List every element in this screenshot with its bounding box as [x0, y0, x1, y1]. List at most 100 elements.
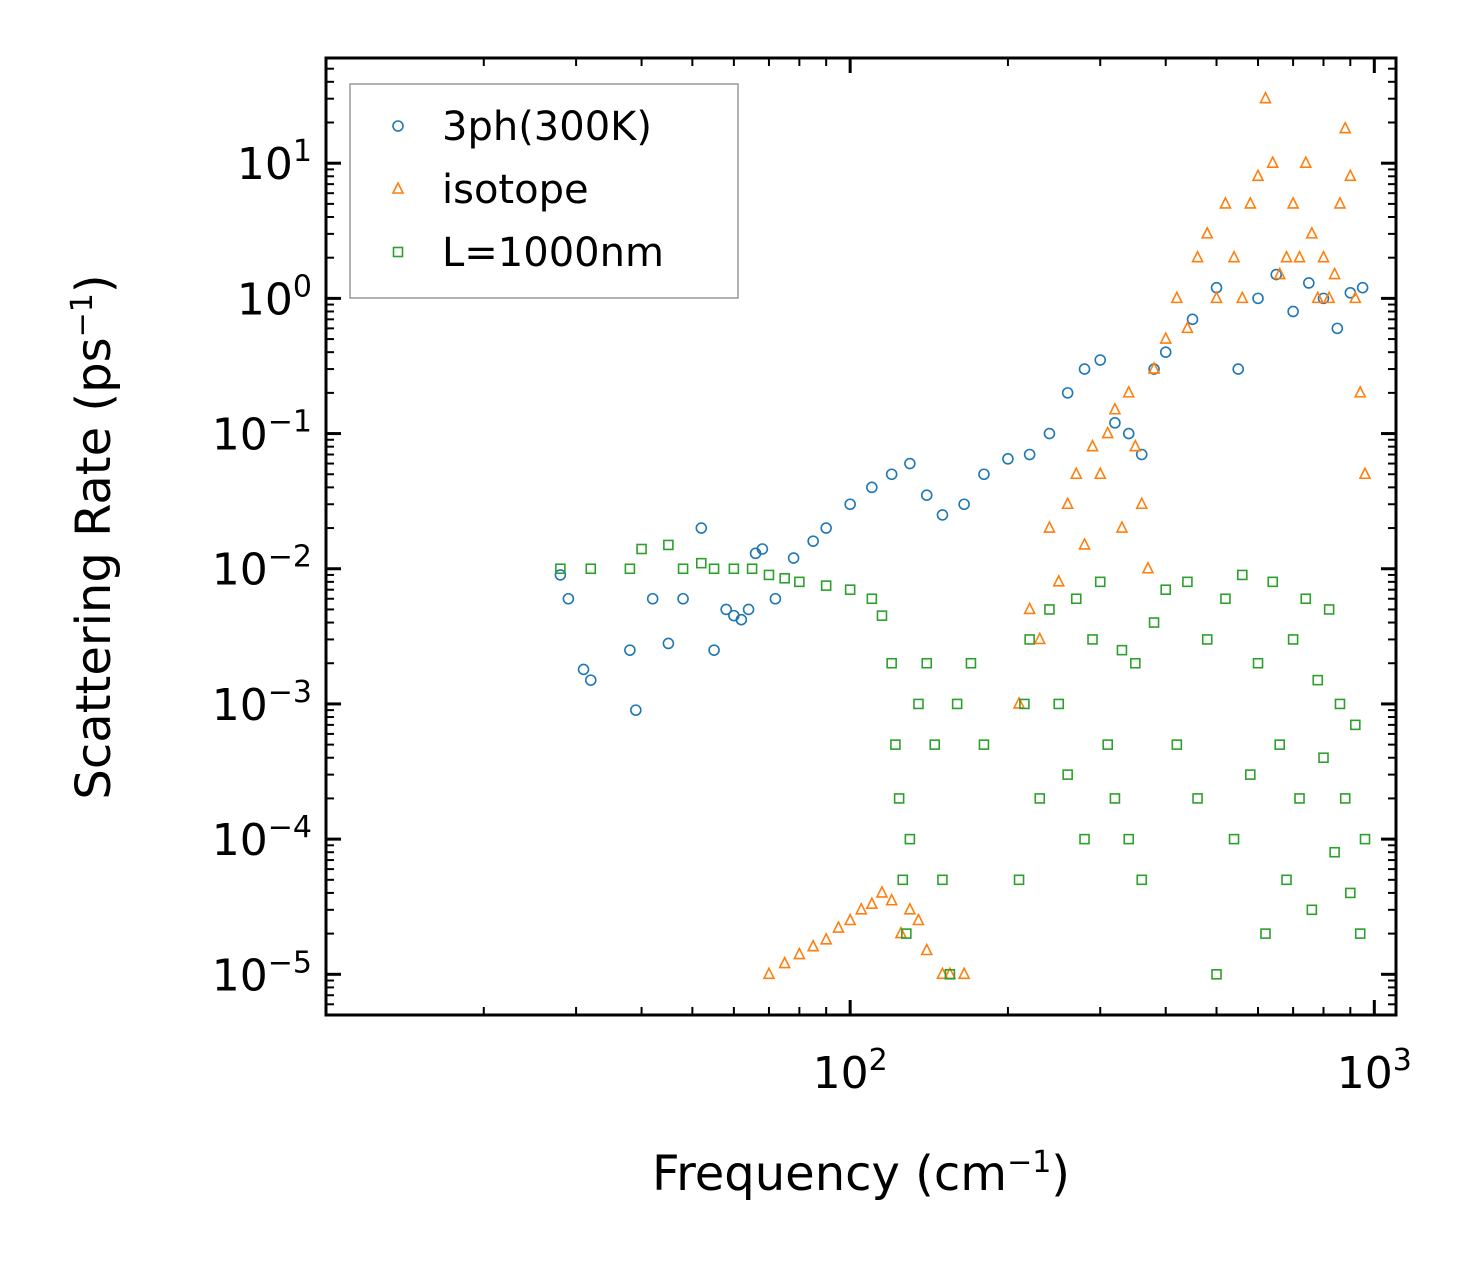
data-point: [1287, 305, 1299, 318]
x-tick-label-base: 10: [813, 1048, 869, 1099]
y-tick-label-base: 10: [212, 815, 268, 866]
data-point: [1219, 196, 1232, 209]
data-point: [1306, 904, 1318, 916]
y-tick-label-base: 10: [237, 139, 293, 190]
data-point: [1094, 354, 1107, 366]
data-point: [1109, 417, 1121, 429]
data-point: [929, 739, 941, 750]
data-point: [624, 644, 636, 656]
y-tick-label: 101: [237, 134, 312, 190]
data-point: [1273, 266, 1287, 280]
data-point: [944, 969, 956, 980]
data-point: [1115, 520, 1129, 533]
data-point: [1070, 593, 1082, 605]
data-point: [1116, 644, 1128, 656]
data-point: [904, 457, 916, 470]
data-point: [854, 902, 868, 915]
data-point: [1349, 290, 1362, 304]
y-axis-label: Scattering Rate (ps−1): [65, 274, 122, 799]
data-point: [1012, 696, 1026, 709]
data-point: [763, 569, 775, 581]
series-square: [555, 539, 1371, 980]
data-point: [1043, 427, 1056, 440]
data-point: [1034, 793, 1046, 804]
data-point: [1108, 401, 1122, 415]
data-point: [1043, 520, 1056, 533]
data-point: [793, 946, 806, 960]
data-point: [1331, 322, 1344, 335]
data-point: [1191, 249, 1204, 263]
data-point: [1200, 226, 1214, 239]
data-point: [875, 885, 889, 898]
data-point: [746, 563, 758, 575]
data-point: [1350, 719, 1361, 731]
data-point: [1148, 617, 1160, 628]
data-point: [562, 592, 575, 605]
data-point: [1087, 634, 1098, 645]
data-point: [885, 892, 898, 906]
data-point: [728, 563, 740, 575]
data-point: [1135, 448, 1148, 461]
data-point: [1237, 569, 1248, 581]
data-point: [1122, 385, 1136, 398]
data-point: [1303, 277, 1315, 289]
data-point: [1305, 226, 1319, 239]
data-point: [1317, 292, 1330, 305]
data-point: [1159, 331, 1173, 344]
x-tick-label-exp: 3: [1393, 1043, 1412, 1078]
data-point: [1211, 969, 1222, 980]
data-point: [936, 509, 949, 521]
data-point: [958, 498, 970, 511]
data-point: [1344, 168, 1357, 182]
y-tick-label: 10−2: [212, 540, 312, 596]
data-point: [890, 739, 901, 750]
data-point: [695, 557, 707, 569]
data-point: [735, 613, 748, 626]
data-point: [844, 584, 856, 595]
data-point: [1069, 466, 1083, 480]
data-point: [844, 498, 856, 511]
legend: 3ph(300K) isotope L=1000nm: [349, 83, 739, 299]
data-point: [866, 481, 878, 494]
y-tick-label: 10−3: [212, 675, 312, 731]
major-ticks: [326, 58, 1396, 1015]
data-point: [1338, 120, 1352, 134]
data-point: [756, 543, 769, 555]
plot-frame: [324, 56, 1398, 1017]
y-tick-label-base: 10: [212, 410, 268, 461]
data-point: [1333, 196, 1347, 209]
y-tick-label: 10−4: [212, 810, 312, 866]
data-point: [1141, 560, 1155, 574]
data-point: [1147, 361, 1161, 374]
data-point: [1251, 168, 1265, 182]
data-point: [912, 912, 925, 926]
data-point: [1094, 576, 1106, 588]
data-point: [1210, 290, 1223, 304]
data-point: [1122, 427, 1135, 440]
data-point: [1192, 793, 1203, 804]
data-point: [1123, 833, 1135, 845]
data-point: [1359, 833, 1371, 845]
data-point: [1244, 196, 1257, 209]
y-tick-label-exp: −4: [268, 810, 312, 845]
data-point: [1093, 466, 1107, 480]
data-point: [677, 592, 689, 605]
y-axis-label-sup: −1: [65, 293, 100, 337]
data-point: [876, 610, 888, 621]
data-point: [584, 674, 597, 686]
data-point: [624, 563, 636, 575]
data-point: [1002, 453, 1014, 465]
data-point: [708, 563, 720, 575]
series-layer: [554, 90, 1372, 980]
y-tick-label-exp: −3: [268, 675, 312, 710]
data-point: [662, 637, 675, 650]
data-point: [904, 833, 916, 845]
data-point: [1299, 155, 1313, 168]
data-point: [1286, 196, 1300, 209]
legend-label: L=1000nm: [442, 230, 664, 276]
data-point: [1300, 593, 1312, 605]
data-point: [1078, 363, 1091, 375]
data-point: [1252, 292, 1264, 305]
